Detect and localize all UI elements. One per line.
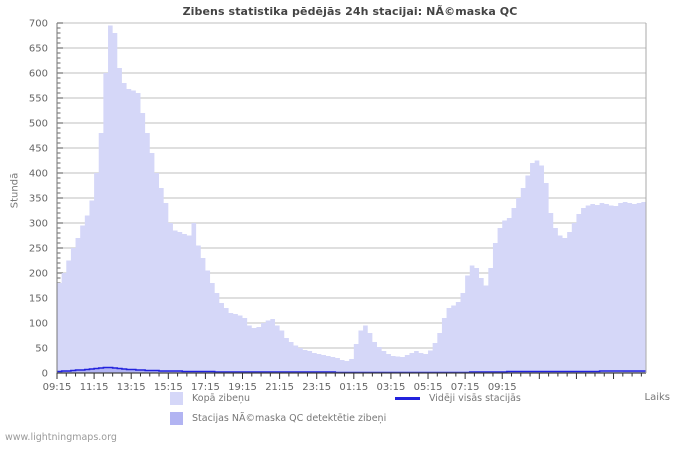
- svg-text:650: 650: [29, 44, 48, 55]
- x-axis-title: Laiks: [644, 392, 670, 403]
- svg-text:250: 250: [29, 244, 48, 255]
- svg-text:05:15: 05:15: [414, 382, 443, 393]
- svg-text:17:15: 17:15: [191, 382, 220, 393]
- svg-text:0: 0: [42, 369, 48, 380]
- svg-text:600: 600: [29, 69, 48, 80]
- legend-item-total: Kopā zibeņu: [170, 388, 250, 408]
- svg-text:500: 500: [29, 119, 48, 130]
- svg-text:200: 200: [29, 269, 48, 280]
- svg-text:13:15: 13:15: [117, 382, 146, 393]
- legend-item-average: Vidēji visās stacijās: [395, 388, 521, 408]
- x-tick-labels: 09:15 11:15 13:15 15:15 17:15 19:15 21:15 23:15…: [43, 382, 517, 393]
- y-tick-labels: 0 50 100 150 200 250 300 350 400 450 500 550 600 650 7…: [29, 19, 48, 380]
- svg-text:03:15: 03:15: [377, 382, 406, 393]
- svg-text:15:15: 15:15: [154, 382, 183, 393]
- svg-text:21:15: 21:15: [265, 382, 294, 393]
- svg-text:150: 150: [29, 294, 48, 305]
- legend-label-station: Stacijas NÃ©maska QC detektētie zibeņi: [192, 412, 387, 424]
- svg-text:09:15: 09:15: [43, 382, 72, 393]
- legend-swatch-station: [170, 411, 183, 425]
- chart-title: Zibens statistika pēdējās 24h stacijai: …: [182, 5, 518, 18]
- svg-text:700: 700: [29, 19, 48, 30]
- svg-text:07:15: 07:15: [451, 382, 480, 393]
- svg-text:400: 400: [29, 169, 48, 180]
- svg-text:350: 350: [29, 194, 48, 205]
- legend-label-total: Kopā zibeņu: [192, 392, 250, 404]
- svg-text:23:15: 23:15: [302, 382, 331, 393]
- x-major-ticks: [56, 373, 642, 379]
- footer-site-url: www.lightningmaps.org: [5, 432, 117, 443]
- svg-text:50: 50: [35, 344, 48, 355]
- series-line-average: [57, 366, 646, 374]
- plot-area: 0 50 100 150 200 250 300 350 400 450 500 550 600 650 7…: [29, 19, 647, 393]
- svg-text:01:15: 01:15: [339, 382, 368, 393]
- legend-line-average: [395, 396, 420, 400]
- legend-swatch-total: [170, 391, 183, 405]
- legend-label-average: Vidēji visās stacijās: [429, 392, 521, 404]
- svg-text:09:15: 09:15: [488, 382, 517, 393]
- svg-text:550: 550: [29, 94, 48, 105]
- legend-item-station: Stacijas NÃ©maska QC detektētie zibeņi: [170, 408, 386, 428]
- svg-text:300: 300: [29, 219, 48, 230]
- svg-text:19:15: 19:15: [228, 382, 257, 393]
- chart-legend: Kopā zibeņu Vidēji visās stacijās Stacij…: [0, 388, 700, 432]
- axis-lines: [56, 23, 647, 374]
- svg-text:11:15: 11:15: [80, 382, 109, 393]
- series-area-total: [57, 25, 646, 373]
- svg-text:100: 100: [29, 319, 48, 330]
- svg-text:450: 450: [29, 144, 48, 155]
